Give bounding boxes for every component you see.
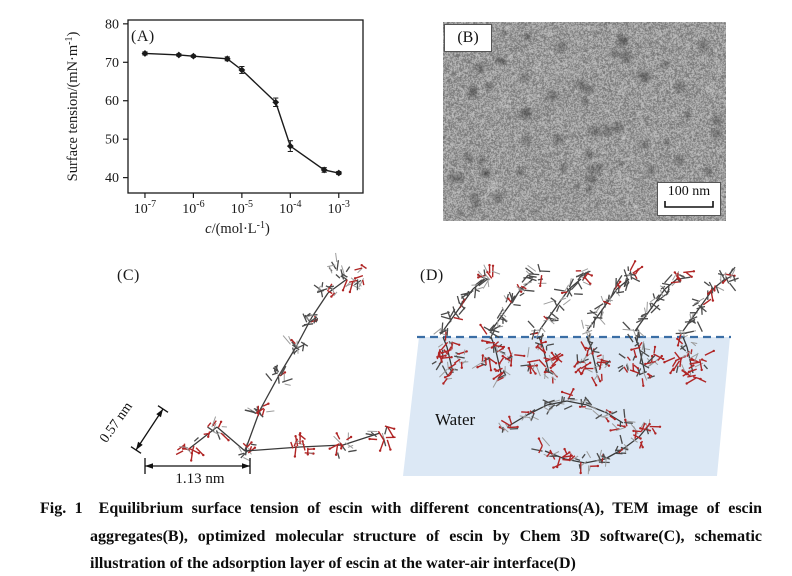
- water-region: [403, 337, 730, 476]
- panel-c-tag: (C): [117, 267, 140, 284]
- caption-text-2: aggregates(B), optimized molecular struc…: [90, 527, 762, 545]
- adsorbed-molecules: [431, 260, 739, 475]
- panel-b-tem: (B) 100 nm: [443, 22, 726, 221]
- svg-text:50: 50: [105, 133, 119, 148]
- svg-text:70: 70: [105, 56, 119, 71]
- panel-d-tag: (D): [420, 267, 444, 284]
- svg-text:40: 40: [105, 171, 119, 186]
- svg-text:10-3: 10-3: [328, 199, 350, 217]
- svg-text:80: 80: [105, 17, 119, 32]
- svg-text:10-4: 10-4: [279, 199, 301, 217]
- svg-text:c/(mol·L-1): c/(mol·L-1): [205, 220, 270, 237]
- svg-text:Surface tension/(mN·m-1): Surface tension/(mN·m-1): [64, 31, 81, 181]
- svg-text:60: 60: [105, 94, 119, 109]
- figure-number: Fig. 1: [40, 500, 83, 517]
- panel-b-tag-box: (B): [444, 24, 492, 52]
- panel-d-schematic: (D) Water: [395, 255, 792, 490]
- surface-tension-chart: 40 50 60 70 80 10-7 10-6 10-5 10-4 10-3 c/(mol·L-1…: [64, 17, 364, 237]
- scale-bar-box: 100 nm: [657, 182, 721, 216]
- panel-b-tag: (B): [457, 29, 479, 46]
- svg-text:10-6: 10-6: [182, 199, 204, 217]
- caption-text-1: Equilibrium surface tension of escin wit…: [98, 500, 763, 517]
- svg-text:10-7: 10-7: [134, 199, 156, 217]
- figure-caption: Fig. 1 Equilibrium surface tension of esc…: [40, 495, 762, 576]
- escin-molecule-drawing: [130, 252, 396, 474]
- scale-bar-icon: [664, 201, 714, 208]
- caption-line-1: Fig. 1 Equilibrium surface tension of esc…: [40, 495, 762, 523]
- panel-c-molecule: (C) 1.13 nm 0.57 nm: [95, 252, 396, 490]
- water-label: Water: [435, 410, 476, 429]
- caption-line-2: aggregates(B), optimized molecular struc…: [40, 523, 762, 551]
- svg-text:10-5: 10-5: [231, 199, 253, 217]
- caption-line-3: illustration of the adsorption layer of …: [40, 550, 762, 576]
- dimension-113-label: 1.13 nm: [175, 471, 225, 487]
- scale-bar-label: 100 nm: [667, 184, 711, 199]
- dimension-arrows: [130, 405, 251, 474]
- panel-a-tag: (A): [131, 28, 155, 45]
- caption-text-3: illustration of the adsorption layer of …: [90, 555, 576, 572]
- molecule-sticks: [175, 252, 396, 462]
- panel-a-chart: 40 50 60 70 80 10-7 10-6 10-5 10-4 10-3 c/(mol·L-1…: [55, 5, 405, 250]
- interface-schematic-drawing: [403, 260, 739, 476]
